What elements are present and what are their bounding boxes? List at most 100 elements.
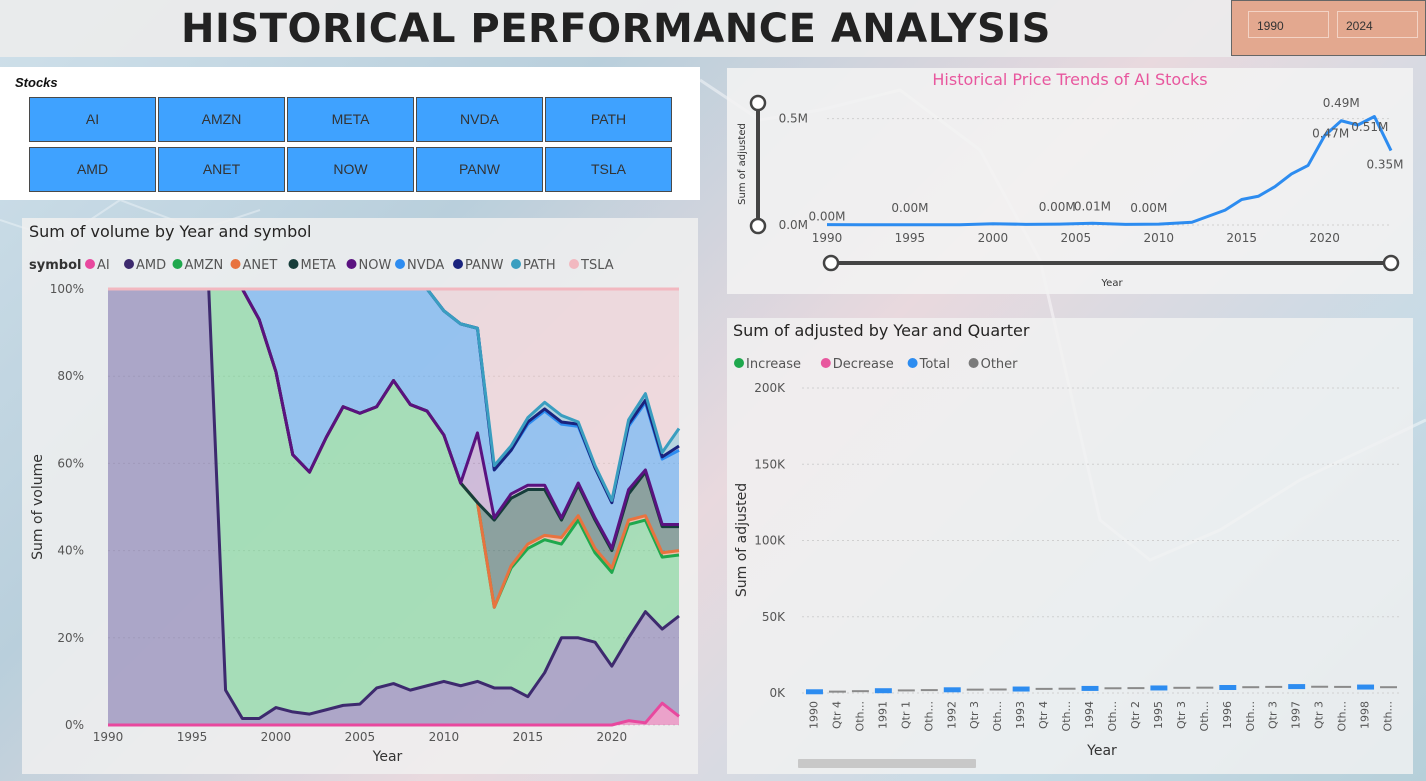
area-legend-marker-meta[interactable] (288, 259, 299, 269)
area-legend-marker-now[interactable] (346, 259, 357, 269)
line-data-label: 0.00M (1039, 200, 1076, 214)
waterfall-bar[interactable] (943, 687, 961, 693)
area-legend-marker-amd[interactable] (124, 259, 134, 269)
waterfall-bar[interactable] (1012, 686, 1030, 692)
area-legend-label-ai[interactable]: AI (97, 258, 110, 273)
area-legend-label-panw[interactable]: PANW (465, 258, 504, 273)
waterfall-x-tick: 1996 (1221, 701, 1234, 729)
area-fill-amd[interactable] (108, 289, 679, 725)
waterfall-x-label: Year (1086, 743, 1117, 759)
line-data-label: 0.49M (1323, 96, 1360, 110)
waterfall-bar[interactable] (806, 689, 823, 695)
stock-tile-panw[interactable]: PANW (416, 147, 543, 192)
stock-tile-amzn[interactable]: AMZN (158, 97, 285, 142)
area-fill-tsla[interactable] (108, 289, 679, 501)
waterfall-bar[interactable] (1334, 685, 1352, 688)
waterfall-bar[interactable] (1357, 684, 1375, 690)
waterfall-x-tick: Qtr 2 (1129, 701, 1142, 729)
area-fill-nvda[interactable] (108, 289, 679, 549)
waterfall-legend-label-increase[interactable]: Increase (746, 357, 801, 372)
start-year-input[interactable]: 1990 (1248, 11, 1329, 38)
line-data-label: 0.47M (1312, 127, 1349, 141)
waterfall-bar[interactable] (966, 688, 984, 691)
waterfall-bar[interactable] (851, 690, 869, 693)
waterfall-legend-label-total[interactable]: Total (919, 357, 950, 372)
line-x-tick: 2005 (1061, 231, 1092, 245)
x-range-slider-handle-right[interactable] (1382, 254, 1400, 272)
waterfall-bar[interactable] (1081, 685, 1099, 691)
waterfall-x-tick: Qtr 4 (1037, 701, 1050, 729)
area-legend-marker-panw[interactable] (453, 259, 463, 269)
waterfall-legend-marker-decrease[interactable] (820, 358, 831, 368)
stock-tile-ai[interactable]: AI (29, 97, 156, 142)
x-range-slider-handle-left[interactable] (822, 254, 840, 272)
waterfall-bar[interactable] (920, 689, 938, 692)
line-x-tick: 1995 (895, 231, 926, 245)
waterfall-bar[interactable] (828, 690, 846, 693)
waterfall-y-tick: 100K (754, 534, 786, 548)
end-year-input[interactable]: 2024 (1337, 11, 1418, 38)
area-legend-marker-path[interactable] (511, 259, 521, 269)
waterfall-bar[interactable] (1288, 684, 1306, 690)
waterfall-bar[interactable] (1150, 685, 1168, 691)
stock-tile-tsla[interactable]: TSLA (545, 147, 672, 192)
stocks-slicer: Stocks AI AMZN META NVDA PATH AMD ANET NOW PANW T… (0, 67, 700, 200)
area-legend-marker-amzn[interactable] (172, 259, 183, 269)
price-line[interactable] (826, 115, 1393, 227)
waterfall-x-tick: Qtr 3 (1267, 701, 1280, 729)
waterfall-scrollbar[interactable] (798, 759, 976, 768)
waterfall-bar[interactable] (1242, 686, 1260, 689)
waterfall-y-tick: 50K (762, 610, 786, 624)
waterfall-legend-label-other[interactable]: Other (981, 357, 1019, 372)
area-legend-label-amd[interactable]: AMD (136, 258, 166, 273)
waterfall-x-tick: Oth... (1336, 701, 1349, 731)
area-legend-label-now[interactable]: NOW (359, 258, 392, 273)
waterfall-x-tick: Oth... (1106, 701, 1119, 731)
waterfall-legend-label-decrease[interactable]: Decrease (833, 357, 894, 372)
y-range-slider-handle-top[interactable] (749, 94, 767, 112)
waterfall-bar[interactable] (1311, 685, 1329, 688)
waterfall-bar[interactable] (897, 689, 915, 692)
waterfall-bar[interactable] (1265, 685, 1283, 688)
area-fill-amzn[interactable] (108, 289, 679, 719)
stock-tile-nvda[interactable]: NVDA (416, 97, 543, 142)
waterfall-bar[interactable] (1035, 687, 1053, 690)
waterfall-bar[interactable] (989, 688, 1007, 691)
waterfall-bar[interactable] (874, 688, 892, 694)
area-fill-meta[interactable] (108, 289, 679, 608)
stock-tile-now[interactable]: NOW (287, 147, 414, 192)
waterfall-legend-marker-increase[interactable] (734, 358, 744, 368)
area-legend-marker-nvda[interactable] (395, 259, 405, 269)
area-legend-label-anet[interactable]: ANET (243, 258, 278, 273)
waterfall-bar[interactable] (1104, 687, 1122, 690)
waterfall-bar[interactable] (1196, 686, 1214, 689)
waterfall-chart: Increase Decrease Total Other 200K 150K 100K 50… (734, 357, 1399, 768)
stock-tile-path[interactable]: PATH (545, 97, 672, 142)
stock-tile-amd[interactable]: AMD (29, 147, 156, 192)
stock-tile-anet[interactable]: ANET (158, 147, 285, 192)
y-range-slider-handle-bottom[interactable] (749, 217, 767, 235)
waterfall-bar[interactable] (1380, 686, 1397, 689)
area-legend-marker-anet[interactable] (230, 259, 241, 269)
stock-tile-meta[interactable]: META (287, 97, 414, 142)
area-legend-label-amzn[interactable]: AMZN (185, 258, 224, 273)
waterfall-x-tick: 1995 (1152, 701, 1165, 729)
waterfall-bar[interactable] (1173, 686, 1191, 689)
waterfall-bar[interactable] (1127, 687, 1145, 690)
waterfall-x-tick: Qtr 4 (830, 701, 843, 729)
waterfall-bar[interactable] (1058, 687, 1076, 690)
waterfall-bar[interactable] (1219, 685, 1237, 691)
waterfall-x-tick: Oth... (1382, 701, 1395, 731)
area-line-ai[interactable] (108, 701, 680, 727)
waterfall-legend-marker-total[interactable] (907, 358, 918, 368)
line-x-tick: 1990 (812, 231, 843, 245)
waterfall-x-tick: 1992 (945, 701, 958, 729)
area-legend-label-meta[interactable]: META (301, 258, 336, 273)
area-legend-marker-tsla[interactable] (569, 259, 579, 269)
area-legend-label-nvda[interactable]: NVDA (407, 258, 444, 273)
area-legend-marker-ai[interactable] (85, 259, 95, 269)
area-legend-label-tsla[interactable]: TSLA (580, 258, 614, 273)
waterfall-legend-marker-other[interactable] (968, 358, 979, 368)
waterfall-x-tick: 1990 (807, 701, 820, 729)
area-legend-label-path[interactable]: PATH (523, 258, 556, 273)
